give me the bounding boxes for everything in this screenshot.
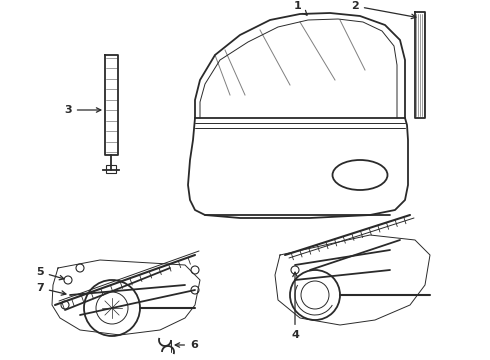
Text: 5: 5 <box>36 267 64 280</box>
Text: 3: 3 <box>64 105 101 115</box>
Bar <box>106 165 116 173</box>
Text: 6: 6 <box>175 340 198 350</box>
Text: 7: 7 <box>36 283 66 295</box>
Text: 4: 4 <box>291 272 299 340</box>
Text: 2: 2 <box>351 1 416 19</box>
Text: 1: 1 <box>294 1 307 15</box>
